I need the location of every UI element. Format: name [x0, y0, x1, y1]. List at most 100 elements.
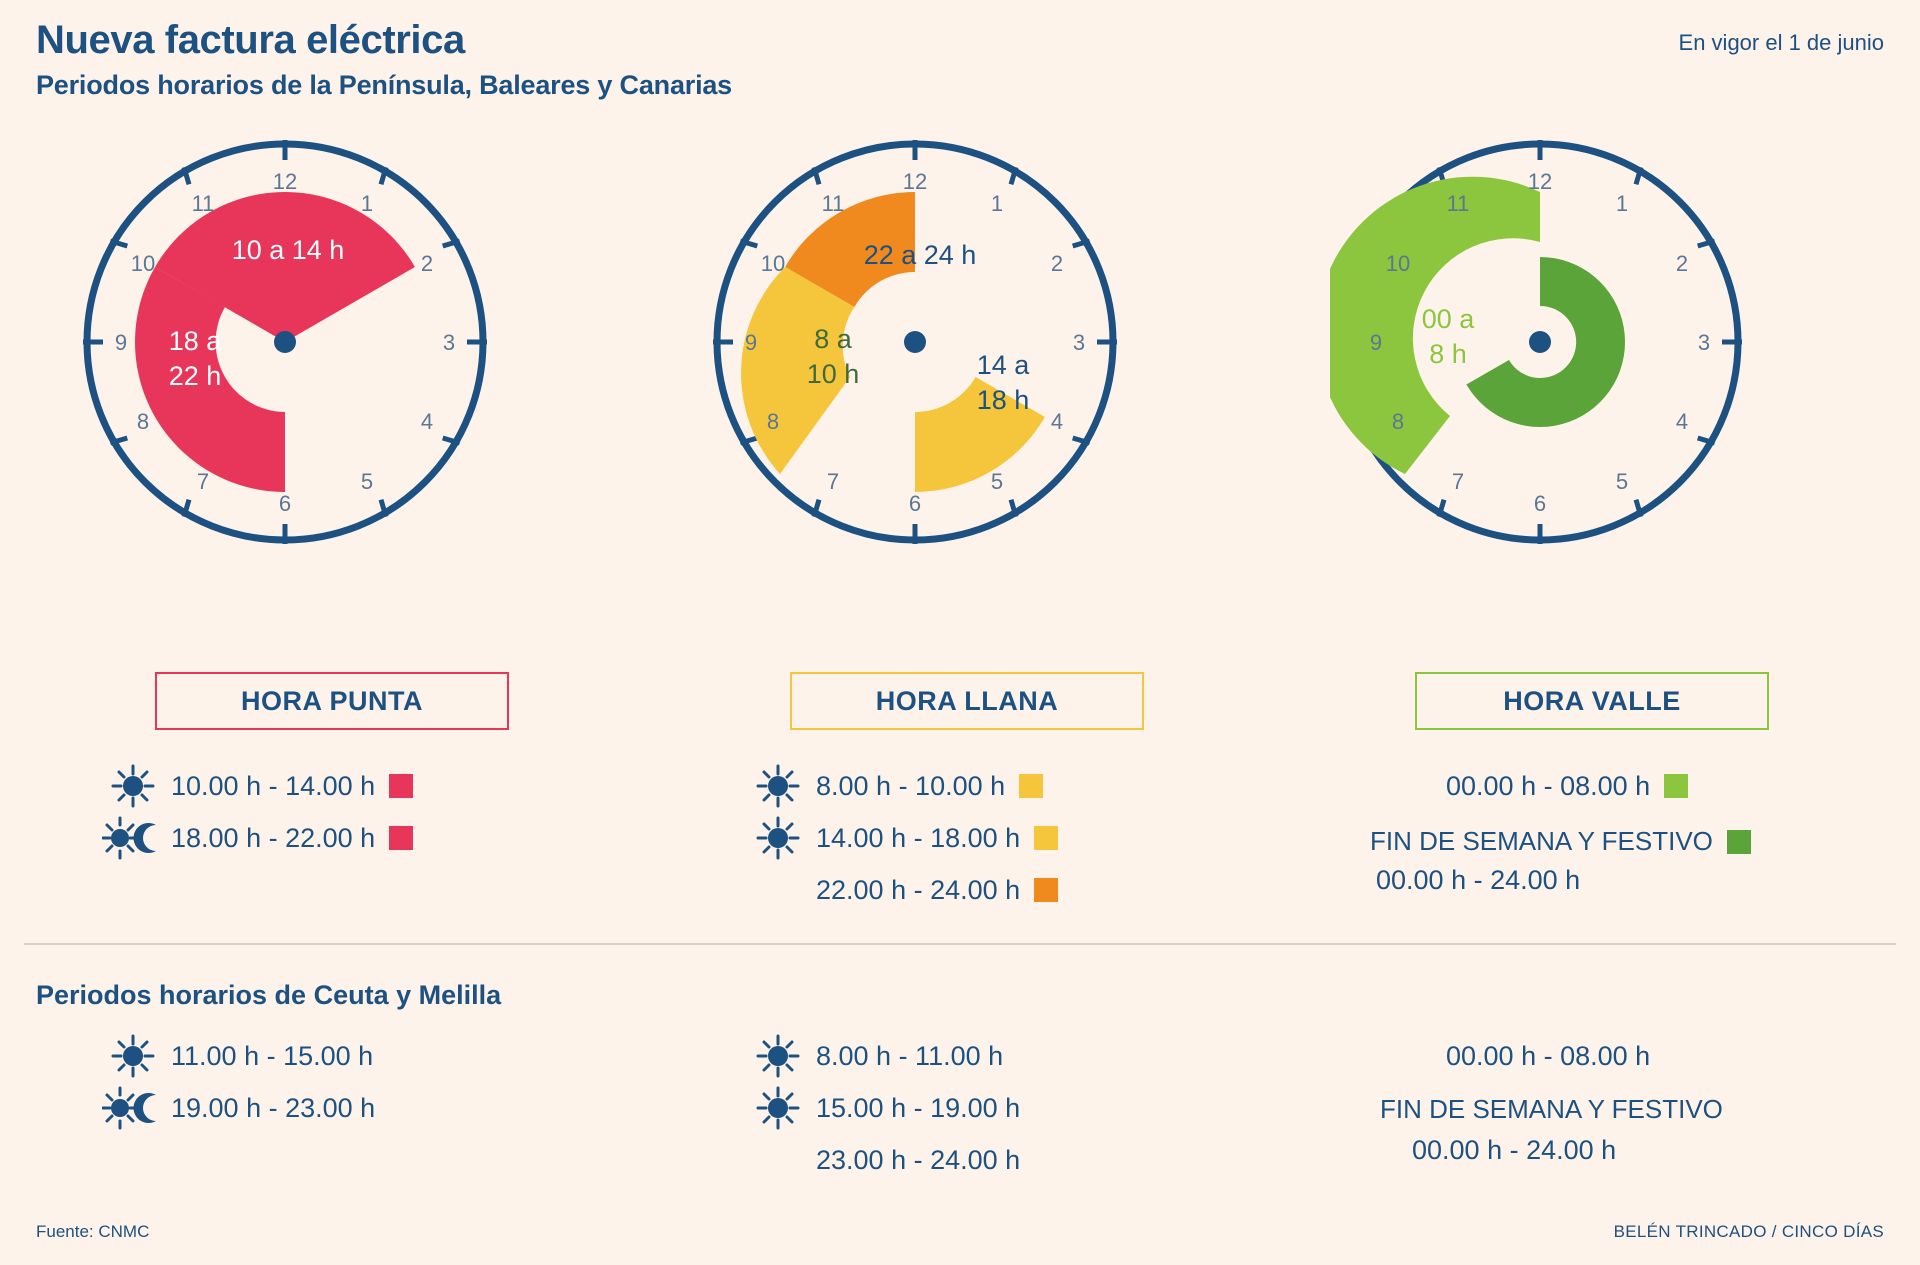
ceuta-column-valle: 00.00 h - 08.00 h FIN DE SEMANA Y FESTIV… — [1370, 1030, 1723, 1166]
svg-text:1: 1 — [361, 191, 373, 216]
svg-text:6: 6 — [279, 491, 291, 516]
svg-text:4: 4 — [1676, 409, 1688, 434]
svg-text:11: 11 — [822, 191, 845, 216]
svg-text:4: 4 — [1051, 409, 1063, 434]
band-inner-valle — [1466, 257, 1626, 427]
wedge-label-14-18: 14 a 18 h — [977, 350, 1031, 415]
svg-text:9: 9 — [115, 330, 127, 355]
ceuta-text: 8.00 h - 11.00 h — [816, 1040, 1004, 1071]
ceuta-row: 15.00 h - 19.00 h — [740, 1082, 1020, 1134]
svg-text:6: 6 — [1534, 491, 1546, 516]
svg-text:4: 4 — [421, 409, 433, 434]
color-swatch — [1034, 826, 1059, 850]
clock-center-dot — [904, 331, 926, 353]
color-swatch — [1664, 774, 1689, 798]
svg-text:2: 2 — [1676, 251, 1688, 276]
clock-center-dot — [274, 331, 296, 353]
svg-text:3: 3 — [443, 330, 455, 355]
legend-row: 8.00 h - 10.00 h — [740, 760, 1170, 812]
legend-weekend-hours: 00.00 h - 24.00 h — [1376, 865, 1581, 895]
svg-text:18 a: 18 a — [169, 326, 223, 356]
moon-icon — [740, 1137, 816, 1183]
svg-text:6: 6 — [909, 491, 921, 516]
sun-icon — [740, 1033, 816, 1079]
period-box-valle[interactable]: HORA VALLE — [1415, 672, 1769, 730]
svg-text:12: 12 — [273, 169, 297, 194]
wedge-8-10 — [741, 267, 855, 474]
svg-text:10: 10 — [761, 251, 785, 276]
section-divider — [24, 943, 1896, 945]
ceuta-weekend-hours: 00.00 h - 24.00 h — [1412, 1135, 1617, 1165]
sun-moon-icon — [95, 1085, 171, 1131]
moon-icon — [1370, 763, 1446, 809]
svg-text:7: 7 — [197, 469, 209, 494]
period-box-punta[interactable]: HORA PUNTA — [155, 672, 509, 730]
ceuta-row: 19.00 h - 23.00 h — [95, 1082, 375, 1134]
legend-text: 8.00 h - 10.00 h — [816, 770, 1006, 801]
color-swatch — [389, 826, 414, 850]
sun-icon — [95, 1033, 171, 1079]
svg-text:2: 2 — [421, 251, 433, 276]
ceuta-row: 11.00 h - 15.00 h — [95, 1030, 375, 1082]
wedge-label-18-22: 18 a 22 h — [169, 326, 223, 391]
period-box-llana[interactable]: HORA LLANA — [790, 672, 1144, 730]
svg-text:1: 1 — [1616, 191, 1628, 216]
legend-valle: 00.00 h - 08.00 h FIN DE SEMANA Y FESTIV… — [1370, 760, 1830, 896]
svg-text:7: 7 — [1452, 469, 1464, 494]
svg-text:3: 3 — [1073, 330, 1085, 355]
sun-icon — [740, 763, 816, 809]
credit-label: BELÉN TRINCADO / CINCO DÍAS — [1613, 1222, 1884, 1241]
wedge-label-8-10: 8 a 10 h — [807, 324, 860, 389]
svg-text:00 a: 00 a — [1422, 304, 1476, 334]
ceuta-row: 8.00 h - 11.00 h — [740, 1030, 1020, 1082]
svg-text:2: 2 — [1051, 251, 1063, 276]
wedge-14-18 — [915, 377, 1045, 492]
svg-text:12: 12 — [1528, 169, 1552, 194]
legend-weekend-label: FIN DE SEMANA Y FESTIVO — [1370, 826, 1713, 856]
band-outer-valle — [1330, 176, 1540, 474]
ceuta-text: 00.00 h - 08.00 h — [1446, 1040, 1651, 1071]
svg-text:8 h: 8 h — [1429, 339, 1467, 369]
ceuta-column-llana: 8.00 h - 11.00 h 15.00 h - 19.00 h 23.00… — [740, 1030, 1020, 1186]
wedge-10-14 — [155, 192, 415, 342]
ceuta-row: 00.00 h - 08.00 h — [1370, 1030, 1723, 1082]
legend-text: 18.00 h - 22.00 h — [171, 822, 376, 853]
legend-row: 14.00 h - 18.00 h — [740, 812, 1170, 864]
svg-text:8: 8 — [767, 409, 779, 434]
ceuta-row: 23.00 h - 24.00 h — [740, 1134, 1020, 1186]
ceuta-text: 23.00 h - 24.00 h — [816, 1144, 1021, 1175]
svg-text:5: 5 — [361, 469, 373, 494]
svg-text:10: 10 — [131, 251, 155, 276]
legend-text: 14.00 h - 18.00 h — [816, 822, 1021, 853]
legend-llana: 8.00 h - 10.00 h 14.00 h - 18.00 h — [740, 760, 1170, 916]
sun-icon — [95, 763, 171, 809]
legend-punta: 10.00 h - 14.00 h 18.00 h - 22.00 h — [95, 760, 515, 864]
clock-ticks — [83, 140, 487, 544]
wedge-18-22 — [135, 267, 285, 492]
ceuta-weekend-label: FIN DE SEMANA Y FESTIVO — [1380, 1094, 1723, 1124]
ceuta-text: 11.00 h - 15.00 h — [171, 1040, 374, 1071]
svg-text:9: 9 — [745, 330, 757, 355]
svg-text:5: 5 — [991, 469, 1003, 494]
sun-moon-icon — [95, 815, 171, 861]
legend-row: 22.00 h - 24.00 h — [740, 864, 1170, 916]
svg-text:11: 11 — [192, 191, 215, 216]
wedge-label-10-14: 10 a 14 h — [232, 235, 345, 265]
clock-ticks — [713, 140, 1117, 544]
moon-icon — [740, 867, 816, 913]
color-swatch — [1726, 829, 1751, 854]
legend-weekend-block: FIN DE SEMANA Y FESTIVO 00.00 h - 24.00 … — [1370, 826, 1830, 896]
wedge-label-22-24: 22 a 24 h — [864, 240, 977, 270]
svg-text:14 a: 14 a — [977, 350, 1031, 380]
svg-text:12: 12 — [903, 169, 927, 194]
ceuta-text: 15.00 h - 19.00 h — [816, 1092, 1021, 1123]
